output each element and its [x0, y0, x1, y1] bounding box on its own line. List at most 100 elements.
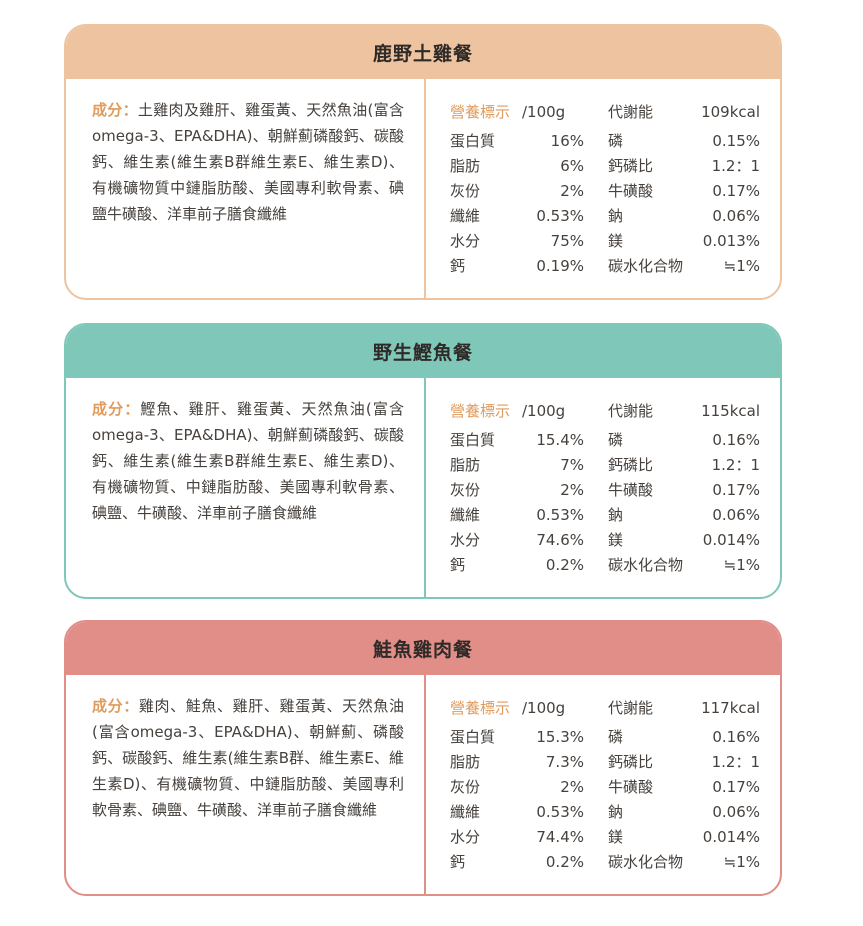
nutrition-table: 營養標示 /100g 代謝能 109kcal 蛋白質 16% 磷 0.15% 脂肪 6%… — [450, 99, 760, 278]
nutrient-name: 鈉 — [608, 207, 624, 225]
nutrient-name: 蛋白質 — [450, 132, 496, 150]
nutrient-value: 7.3% — [545, 752, 584, 771]
nutrient-value: 0.16% — [712, 727, 760, 746]
card-body: 成分：土雞肉及雞肝、雞蛋黃、天然魚油(富含omega-3、EPA&DHA)、朝鮮… — [66, 79, 780, 298]
nutrient-value: ≒1% — [723, 852, 760, 871]
nutrient-value: 0.17% — [712, 480, 760, 499]
nutrient-name: 牛磺酸 — [608, 778, 654, 796]
energy-label: 代謝能 — [608, 699, 654, 717]
card-body: 成分：鰹魚、雞肝、雞蛋黃、天然魚油(富含omega-3、EPA&DHA)、朝鮮薊… — [66, 378, 780, 597]
nutrient-name: 纖維 — [450, 506, 481, 524]
ingredients-label: 成分： — [92, 400, 141, 418]
nutrition-table: 營養標示 /100g 代謝能 117kcal 蛋白質 15.3% 磷 0.16% 脂肪… — [450, 695, 760, 874]
card-title: 鹿野土雞餐 — [66, 26, 780, 79]
energy-label: 代謝能 — [608, 103, 654, 121]
column-divider — [424, 79, 426, 298]
nutrient-value: 75% — [550, 231, 584, 250]
nutrition-label: 營養標示 — [450, 699, 511, 717]
nutrient-value: 0.06% — [712, 802, 760, 821]
nutrition-header: 營養標示 /100g 代謝能 117kcal — [450, 695, 760, 720]
nutrient-name: 牛磺酸 — [608, 481, 654, 499]
nutrient-name: 纖維 — [450, 207, 481, 225]
nutrition-row: 鈣 0.2% 碳水化合物 ≒1% — [450, 552, 760, 577]
nutrition-unit: /100g — [522, 102, 566, 121]
nutrient-name: 鎂 — [608, 828, 624, 846]
nutrition-row: 水分 74.6% 鎂 0.014% — [450, 527, 760, 552]
card-title: 野生鰹魚餐 — [66, 325, 780, 378]
nutrition-row: 水分 74.4% 鎂 0.014% — [450, 824, 760, 849]
nutrition-row: 纖維 0.53% 鈉 0.06% — [450, 203, 760, 228]
nutrient-name: 蛋白質 — [450, 431, 496, 449]
nutrient-name: 鎂 — [608, 531, 624, 549]
nutrient-value: 16% — [550, 131, 584, 150]
nutrition-table: 營養標示 /100g 代謝能 115kcal 蛋白質 15.4% 磷 0.16% 脂肪… — [450, 398, 760, 577]
nutrient-name: 磷 — [608, 728, 624, 746]
nutrient-value: 2% — [560, 181, 584, 200]
nutrient-name: 脂肪 — [450, 157, 481, 175]
nutrient-value: 1.2：1 — [711, 456, 760, 474]
nutrient-name: 纖維 — [450, 803, 481, 821]
energy-value: 117kcal — [701, 698, 760, 717]
nutrient-value: 6% — [560, 156, 584, 175]
nutrient-value: 0.19% — [536, 256, 584, 275]
nutrient-name: 灰份 — [450, 778, 481, 796]
nutrient-value: 0.16% — [712, 430, 760, 449]
nutrition-header: 營養標示 /100g 代謝能 115kcal — [450, 398, 760, 423]
nutrition-row: 脂肪 7% 鈣磷比 1.2：1 — [450, 452, 760, 477]
nutrient-name: 鈣 — [450, 556, 466, 574]
nutrient-value: 15.3% — [536, 727, 584, 746]
nutrition-row: 灰份 2% 牛磺酸 0.17% — [450, 178, 760, 203]
nutrient-value: 0.013% — [702, 231, 760, 250]
nutrient-name: 蛋白質 — [450, 728, 496, 746]
nutrient-name: 碳水化合物 — [608, 853, 684, 871]
ingredients-text: 鰹魚、雞肝、雞蛋黃、天然魚油(富含omega-3、EPA&DHA)、朝鮮薊磷酸鈣… — [92, 400, 404, 522]
nutrient-value: ≒1% — [723, 555, 760, 574]
ingredients-block: 成分：雞肉、鮭魚、雞肝、雞蛋黃、天然魚油(富含omega-3、EPA&DHA)、… — [92, 693, 404, 823]
nutrient-value: 0.06% — [712, 206, 760, 225]
product-card: 野生鰹魚餐 成分：鰹魚、雞肝、雞蛋黃、天然魚油(富含omega-3、EPA&DH… — [64, 323, 782, 599]
ingredients-label: 成分： — [92, 697, 139, 715]
nutrient-value: 15.4% — [536, 430, 584, 449]
nutrition-row: 脂肪 7.3% 鈣磷比 1.2：1 — [450, 749, 760, 774]
nutrient-name: 鈣磷比 — [608, 157, 654, 175]
card-body: 成分：雞肉、鮭魚、雞肝、雞蛋黃、天然魚油(富含omega-3、EPA&DHA)、… — [66, 675, 780, 894]
nutrient-name: 鈣 — [450, 257, 466, 275]
nutrient-value: 2% — [560, 777, 584, 796]
nutrient-value: 0.53% — [536, 505, 584, 524]
nutrient-name: 鈉 — [608, 506, 624, 524]
ingredients-block: 成分：鰹魚、雞肝、雞蛋黃、天然魚油(富含omega-3、EPA&DHA)、朝鮮薊… — [92, 396, 404, 526]
nutrition-label: 營養標示 — [450, 103, 511, 121]
nutrient-name: 碳水化合物 — [608, 556, 684, 574]
nutrient-name: 鈣磷比 — [608, 753, 654, 771]
nutrient-name: 磷 — [608, 132, 624, 150]
nutrient-name: 鈣磷比 — [608, 456, 654, 474]
nutrient-name: 脂肪 — [450, 753, 481, 771]
nutrient-name: 灰份 — [450, 481, 481, 499]
nutrient-name: 牛磺酸 — [608, 182, 654, 200]
nutrient-value: 0.014% — [702, 827, 760, 846]
nutrient-value: 0.2% — [545, 852, 584, 871]
nutrient-value: 1.2：1 — [711, 157, 760, 175]
nutrient-name: 灰份 — [450, 182, 481, 200]
nutrition-label: 營養標示 — [450, 402, 511, 420]
nutrient-name: 脂肪 — [450, 456, 481, 474]
nutrition-row: 水分 75% 鎂 0.013% — [450, 228, 760, 253]
nutrient-value: 74.4% — [536, 827, 584, 846]
nutrition-row: 蛋白質 15.3% 磷 0.16% — [450, 724, 760, 749]
nutrient-value: 0.53% — [536, 802, 584, 821]
ingredients-label: 成分： — [92, 101, 138, 119]
nutrient-value: 0.2% — [545, 555, 584, 574]
nutrient-name: 鎂 — [608, 232, 624, 250]
nutrient-value: 0.06% — [712, 505, 760, 524]
nutrient-value: 74.6% — [536, 530, 584, 549]
ingredients-text: 土雞肉及雞肝、雞蛋黃、天然魚油(富含omega-3、EPA&DHA)、朝鮮薊磷酸… — [92, 101, 404, 223]
nutrient-value: 0.17% — [712, 777, 760, 796]
product-card: 鮭魚雞肉餐 成分：雞肉、鮭魚、雞肝、雞蛋黃、天然魚油(富含omega-3、EPA… — [64, 620, 782, 896]
nutrition-row: 灰份 2% 牛磺酸 0.17% — [450, 774, 760, 799]
nutrient-name: 磷 — [608, 431, 624, 449]
nutrition-row: 鈣 0.2% 碳水化合物 ≒1% — [450, 849, 760, 874]
nutrient-value: ≒1% — [723, 256, 760, 275]
energy-label: 代謝能 — [608, 402, 654, 420]
nutrient-name: 水分 — [450, 232, 481, 250]
nutrient-value: 0.17% — [712, 181, 760, 200]
